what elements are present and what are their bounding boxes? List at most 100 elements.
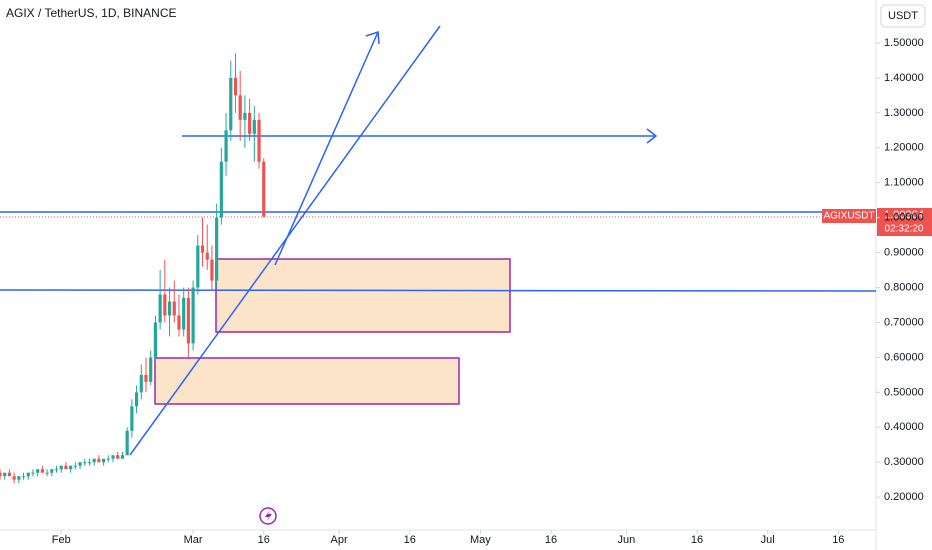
arrow-line [274,31,379,266]
last-price: 1.00364 [884,209,924,221]
candle-body [172,301,176,316]
candle-body [87,462,92,464]
candle-body [12,476,16,480]
candle-body [64,465,68,470]
symbol-label: AGIXUSDT [823,211,874,222]
candle-body [36,469,40,473]
candle-body [243,112,247,120]
candle-body [257,119,261,162]
candle-body [149,357,153,382]
candle-body [130,406,134,431]
candle-body [102,458,106,463]
candle-body [196,245,200,288]
candle-body [31,472,35,474]
zone-box [215,258,511,333]
candle-body [238,95,242,120]
candle-body [215,217,219,281]
candle-body [45,472,49,474]
candle-body [200,245,205,253]
candle-body [83,462,87,464]
candle-body [26,472,30,477]
y-tick-label: 1.40000 [884,72,924,84]
y-tick-label: 1.50000 [884,37,924,49]
symbol-tag [822,209,876,223]
candle-body [40,469,44,473]
candle-body [248,112,252,134]
currency-button[interactable] [880,4,926,28]
arrow-head [365,30,380,45]
event-icon-bolt [265,510,272,522]
candle-body [158,294,162,323]
candle-body [144,374,148,382]
y-tick-label: 0.20000 [884,491,924,503]
candle-body [111,455,115,459]
candle-body [139,374,143,393]
candle-body [0,472,2,477]
candle-body [125,430,129,456]
candle-body [252,119,256,134]
candle-body [262,161,266,217]
trend-line [129,25,441,456]
candle-body [229,77,233,131]
candle-body [50,469,54,473]
candle-body [92,458,96,463]
candle-body [73,465,77,467]
y-tick-label: 1.10000 [884,177,924,189]
x-tick-label: 16 [691,534,703,546]
candle-body [205,252,209,260]
candle-body [186,298,190,344]
chart-title: AGIX / TetherUS, 1D, BINANCE [6,6,177,20]
candle-body [97,458,101,463]
candle-body [167,301,172,316]
candle-body [233,77,238,96]
candle-body [210,259,214,281]
x-tick-label: Apr [331,534,348,546]
countdown: 02:32:20 [885,224,924,235]
candle-body [59,465,63,470]
candle-body [177,315,181,330]
event-icon[interactable] [259,507,277,525]
x-tick-label: Mar [184,534,203,546]
candle-body [54,469,59,471]
y-tick-label: 1.30000 [884,107,924,119]
candle-body [78,462,82,466]
x-tick-label: 16 [545,534,557,546]
x-tick-label: Feb [52,534,71,546]
horizontal-line [0,289,877,292]
price-tag [877,208,932,236]
candle-body [17,476,21,480]
candle-body [224,130,228,162]
candle-body [21,476,26,478]
x-tick-label: May [470,534,491,546]
y-tick-label: 0.60000 [884,351,924,363]
y-tick-label: 0.70000 [884,316,924,328]
drawings [0,25,877,456]
candle-body [7,472,12,477]
zone-box [154,357,460,405]
candle-body [120,455,125,459]
candle-body [69,465,73,470]
candle-body [163,294,167,316]
y-tick-label: 0.30000 [884,456,924,468]
candles [0,53,266,484]
candle-body [219,161,223,218]
y-tick-label: 1.20000 [884,142,924,154]
candle-body [153,322,158,358]
x-tick-label: 16 [404,534,416,546]
candle-body [182,298,186,330]
candle-body [191,287,195,344]
x-tick-label: Jun [618,534,636,546]
candle-body [106,458,110,460]
y-tick-label: 0.90000 [884,247,924,259]
currency-label: USDT [888,10,918,22]
y-tick-label: 0.40000 [884,421,924,433]
y-tick-label: 0.80000 [884,281,924,293]
x-tick-label: Jul [761,534,775,546]
arrow-head [646,128,658,144]
y-tick-label: 0.50000 [884,386,924,398]
x-tick-label: 16 [832,534,844,546]
candle-body [116,455,120,459]
x-tick-label: 16 [258,534,270,546]
candle-body [134,392,139,407]
